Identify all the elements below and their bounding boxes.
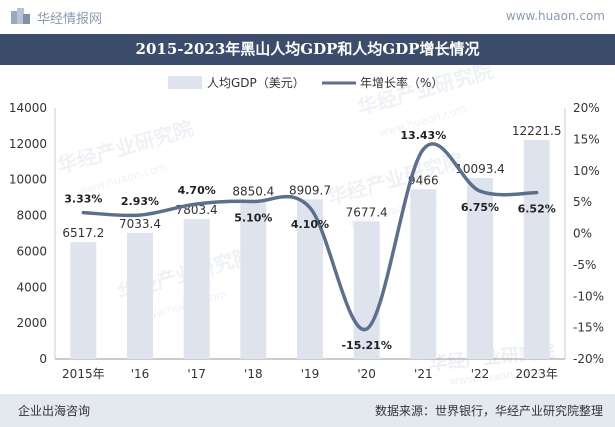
category-label: '16 [131,367,150,381]
footer-source-text: 数据来源：世界银行，华经产业研究院整理 [374,404,603,418]
footer-bar: 企业出海咨询 数据来源：世界银行，华经产业研究院整理 [0,394,615,427]
bar-value-label: 12221.5 [512,124,562,138]
watermark-text: 华经产业研究院 [55,116,196,178]
bar-value-label: 7677.4 [346,205,388,219]
right-axis-tick-label: 20% [573,101,600,115]
left-axis-tick-label: 2000 [16,316,47,330]
category-label: '18 [244,367,263,381]
right-axis-tick-label: 0% [573,227,592,241]
right-axis-tick-label: 10% [573,164,600,178]
category-label: '20 [357,367,376,381]
brand: 华经情报网 [10,7,102,27]
category-label: '17 [187,367,206,381]
top-bar: 华经情报网 www.huaon.com [0,0,615,34]
left-axis-tick-label: 10000 [9,173,47,187]
right-axis-tick-label: -20% [573,352,604,366]
bar [523,139,550,359]
bar [70,242,97,359]
watermark-text: 华经产业研究院 [355,65,496,120]
chart-title: 2015-2023年黑山人均GDP和人均GDP增长情况 [135,40,480,58]
right-axis-tick-label: -15% [573,321,604,335]
line-value-label: 6.75% [461,201,499,214]
line-value-label: 4.10% [291,218,329,231]
line-value-label: 13.43% [400,129,446,142]
right-axis-tick-label: -5% [573,258,596,272]
line-value-label: 2.93% [121,195,159,208]
legend-line-label: 年增长率（%） [360,75,443,90]
bar-value-label: 6517.2 [62,226,104,240]
title-bar: 2015-2023年黑山人均GDP和人均GDP增长情况 [0,34,615,65]
left-axis-tick-label: 14000 [9,101,47,115]
line-value-label: 6.52% [518,203,556,216]
bar [353,221,380,359]
left-axis-tick-label: 8000 [16,209,47,223]
category-label: '21 [414,367,433,381]
footer-left-text: 企业出海咨询 [18,404,91,418]
left-axis-ticks: 0 2000 4000 6000 8000 10000 12000 14000 [9,101,47,366]
bar-value-label: 10093.4 [455,162,505,176]
left-axis-tick-label: 12000 [9,137,47,151]
category-label: '19 [301,367,320,381]
site-url[interactable]: www.huaon.com [505,9,605,23]
right-axis-tick-label: -10% [573,289,604,303]
legend-bar-label: 人均GDP（美元） [207,76,305,90]
right-axis-ticks: -20% -15% -10% -5% 0% 5% 10% 15% 20% [573,101,604,366]
line-value-label: 3.33% [64,193,102,206]
right-axis-tick-label: 15% [573,132,600,146]
chart: 华经产业研究院 www.huaon.com 华经产业研究院 www.huaon.… [9,65,604,388]
watermark-text: 华经产业研究院 [325,148,466,210]
legend: 人均GDP（美元） 年增长率（%） [168,75,443,90]
left-axis-tick-label: 0 [39,352,47,366]
brand-name: 华经情报网 [37,11,103,27]
bar [183,219,210,359]
bar [410,189,437,359]
line-value-label: -15.21% [341,339,391,352]
growth-rate-line [81,142,539,331]
bar-value-label: 9466 [408,173,439,187]
brand-logo-icon [11,8,30,24]
line-value-label: 4.70% [178,184,216,197]
category-labels: 2015年 '16 '17 '18 '19 '20 '21 '22 2023年 [62,367,558,381]
category-label: '22 [471,367,490,381]
bar [467,178,493,359]
category-label: 2023年 [515,367,558,381]
bar-value-label: 7033.4 [119,217,161,231]
right-axis-tick-label: 5% [573,195,592,209]
bar-value-label: 8850.4 [232,184,274,198]
legend-bar-swatch [168,76,202,89]
bar-value-label: 8909.7 [289,183,331,197]
line-value-label: 5.10% [234,211,272,224]
left-axis-tick-label: 6000 [16,244,47,258]
category-label: 2015年 [62,367,105,381]
bar [240,200,267,359]
line-value-labels: 3.33% 2.93% 4.70% 5.10% 4.10% -15.21% 13.43% 6.… [64,129,556,352]
bar [127,232,153,359]
left-axis-tick-label: 4000 [16,280,47,294]
